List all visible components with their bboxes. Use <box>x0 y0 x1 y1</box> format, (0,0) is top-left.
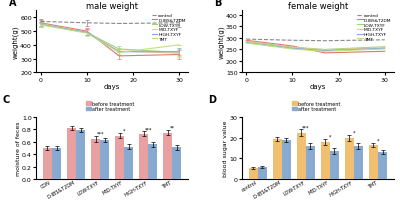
Bar <box>76 130 85 179</box>
Bar <box>330 151 339 179</box>
Bar <box>248 168 258 179</box>
Text: *: * <box>377 138 379 143</box>
Bar <box>321 142 330 179</box>
Title: female weight: female weight <box>288 2 348 11</box>
Bar <box>369 145 378 179</box>
Bar <box>378 152 387 179</box>
Text: *: * <box>123 128 126 133</box>
Bar <box>43 148 52 179</box>
Bar <box>297 133 306 179</box>
Bar <box>91 139 100 179</box>
Bar <box>115 136 124 179</box>
Bar <box>306 146 315 179</box>
Bar <box>354 146 363 179</box>
Bar <box>172 148 182 179</box>
Legend: control, D-IBS&T2DM, LOW-TXYF, MID-TXYF, HIGH-TXYF, TMT: control, D-IBS&T2DM, LOW-TXYF, MID-TXYF,… <box>151 14 186 42</box>
Bar <box>163 133 172 179</box>
Y-axis label: moisture of feces: moisture of feces <box>16 121 20 176</box>
Bar <box>52 148 61 179</box>
Text: C: C <box>2 94 10 104</box>
Text: ***: *** <box>96 131 104 136</box>
Legend: control, D-IBS&T2DM, LOW-TXYF, MID-TXYF, HIGH-TXYF, TMT: control, D-IBS&T2DM, LOW-TXYF, MID-TXYF,… <box>357 14 392 42</box>
X-axis label: days: days <box>310 84 326 90</box>
Bar <box>282 140 291 179</box>
Legend: before treatment, after treatment: before treatment, after treatment <box>84 99 137 114</box>
Bar <box>139 134 148 179</box>
Text: B: B <box>214 0 222 8</box>
Bar <box>124 147 133 179</box>
Y-axis label: blood sugar value: blood sugar value <box>223 120 228 177</box>
Text: ***: *** <box>302 125 310 130</box>
Bar <box>67 129 76 179</box>
Y-axis label: weight(g): weight(g) <box>12 26 19 59</box>
Text: ***: *** <box>144 126 152 131</box>
Bar <box>258 167 267 179</box>
Text: D: D <box>208 94 216 104</box>
Bar <box>273 139 282 179</box>
Title: male weight: male weight <box>86 2 138 11</box>
Bar <box>100 140 109 179</box>
Bar <box>148 145 157 179</box>
Text: *: * <box>353 130 355 135</box>
X-axis label: days: days <box>104 84 120 90</box>
Text: **: ** <box>170 125 175 130</box>
Legend: before treatment, after treatment: before treatment, after treatment <box>290 99 342 114</box>
Text: A: A <box>8 0 16 8</box>
Bar <box>345 138 354 179</box>
Text: *: * <box>329 134 331 139</box>
Y-axis label: weight(g): weight(g) <box>218 26 224 59</box>
